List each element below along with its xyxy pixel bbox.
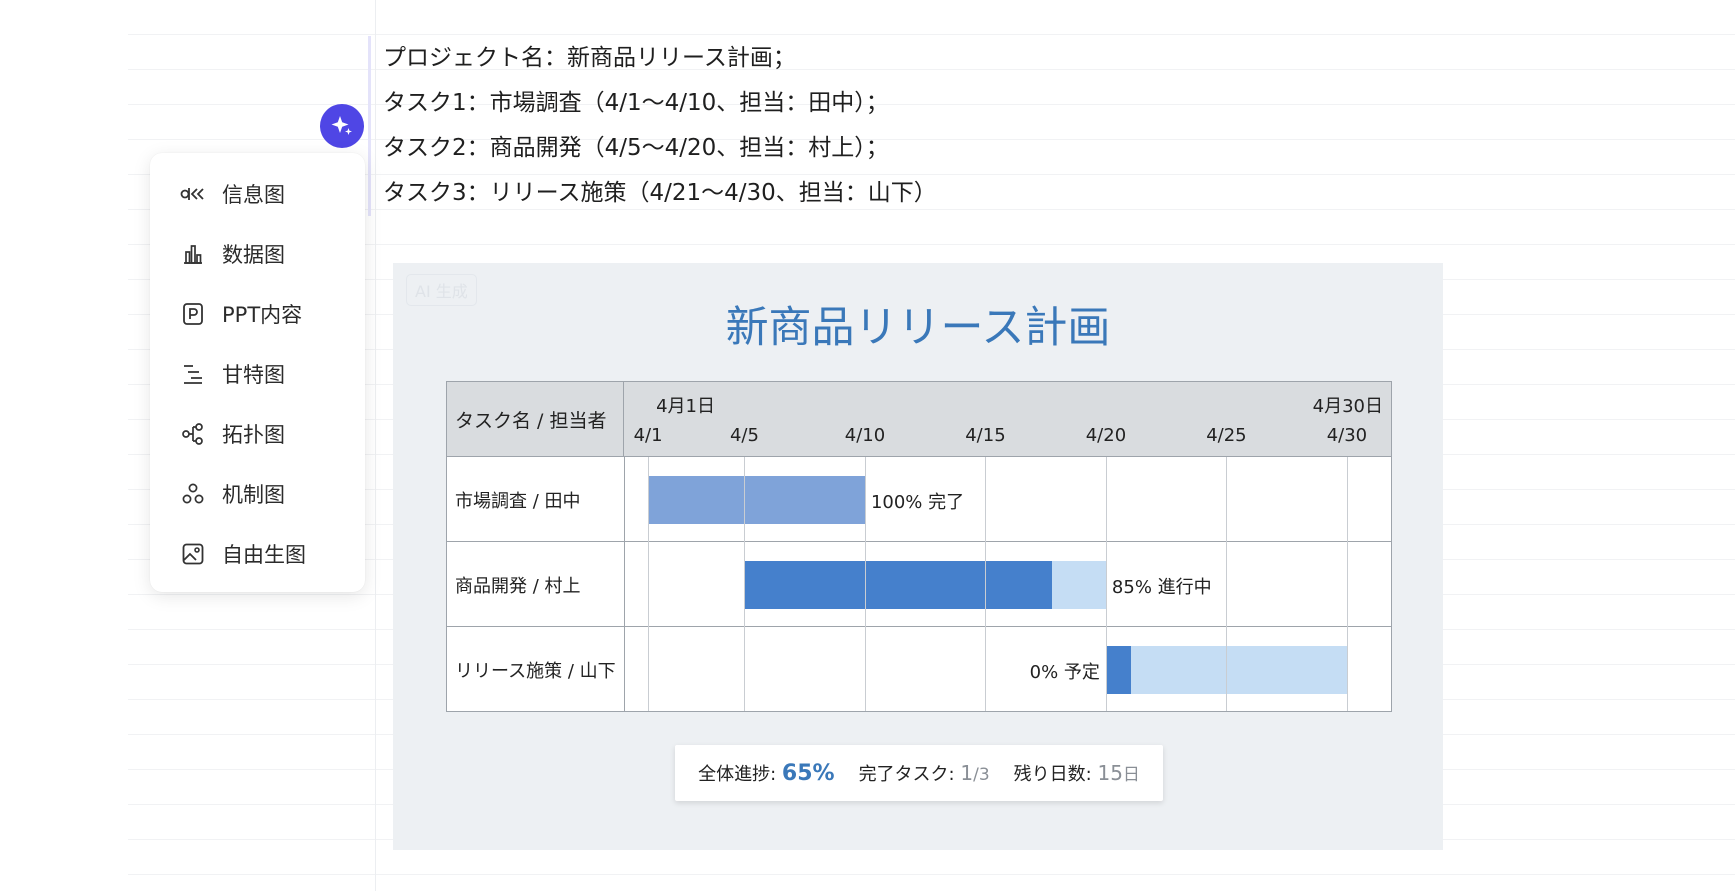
menu-item-free-image[interactable]: 自由生图 (150, 524, 365, 584)
generate-type-menu: 信息图 数据图 PPT内容 甘特图 拓扑图 机制图 自由生图 (150, 153, 365, 592)
x-tick-label: 4/15 (965, 425, 1006, 446)
menu-item-data-chart[interactable]: 数据图 (150, 224, 365, 284)
x-tick-label: 4/20 (1085, 425, 1127, 446)
text-line-task-1[interactable]: タスク1：市場調査（4/1〜4/10、担当：田中）； (383, 90, 889, 116)
menu-item-label: 甘特图 (222, 363, 285, 387)
image-icon (180, 541, 206, 567)
prompt-text-block[interactable]: プロジェクト名：新商品リリース計画； タスク1：市場調査（4/1〜4/10、担当… (368, 36, 1718, 216)
grid-line (648, 457, 650, 711)
grid-line (1105, 457, 1107, 711)
task-label: 市場調査 / 田中 (455, 491, 581, 512)
summary-remaining-value: 15 (1097, 761, 1123, 785)
summary-done-value: 1 (960, 761, 974, 785)
gantt-header-label: タスク名 / 担当者 (455, 410, 607, 432)
menu-item-label: 数据图 (222, 243, 285, 267)
summary-remaining: 残り日数: 15日 (1014, 760, 1140, 786)
summary-done: 完了タスク: 1/3 (859, 760, 990, 786)
task-status-label: 85% 進行中 (1111, 576, 1212, 598)
task-label: リリース施策 / 山下 (455, 661, 616, 682)
grid-line (744, 457, 746, 711)
summary-progress: 全体進捗: 65% (698, 760, 834, 786)
gantt-row: 商品開発 / 村上 85% 進行中 (447, 542, 1391, 627)
task-status-label: 0% 予定 (1029, 661, 1100, 683)
menu-item-topology[interactable]: 拓扑图 (150, 404, 365, 464)
menu-item-ppt[interactable]: PPT内容 (150, 284, 365, 344)
menu-item-infographic[interactable]: 信息图 (150, 164, 365, 224)
summary-done-label: 完了タスク: (858, 764, 955, 785)
menu-item-label: 拓扑图 (222, 423, 285, 447)
x-tick-label: 4/5 (729, 425, 759, 446)
progress-summary: 全体進捗: 65% 完了タスク: 1/3 残り日数: 15日 (675, 745, 1163, 801)
ppt-icon (180, 301, 206, 327)
summary-progress-value: 65% (781, 761, 835, 786)
name-column-divider (624, 457, 625, 711)
gantt-start-label: 4月1日 (656, 396, 715, 417)
text-line-task-3[interactable]: タスク3：リリース施策（4/21〜4/30、担当：山下） (383, 180, 937, 206)
chart-title: 新商品リリース計画 (725, 303, 1111, 353)
generated-gantt-image[interactable]: AI 生成 新商品リリース計画 タスク名 / 担当者 4月1日 4月30日 4/… (393, 263, 1443, 850)
menu-item-label: PPT内容 (222, 303, 303, 327)
grid-line (1346, 457, 1348, 711)
sparkle-icon (331, 116, 352, 135)
x-tick-label: 4/25 (1206, 425, 1247, 446)
x-tick-label: 4/1 (633, 425, 663, 446)
ai-generate-button[interactable] (320, 104, 364, 148)
menu-item-label: 信息图 (222, 183, 285, 207)
gantt-header-name-cell: タスク名 / 担当者 (447, 382, 624, 456)
task-status-label: 100% 完了 (870, 491, 965, 513)
topology-icon (180, 421, 206, 447)
summary-progress-label: 全体進捗: (698, 764, 777, 785)
gantt-row: リリース施策 / 山下 0% 予定 (447, 627, 1391, 712)
menu-item-label: 自由生图 (222, 543, 306, 567)
ai-generated-badge: AI 生成 (406, 274, 477, 306)
grid-line (864, 457, 866, 711)
gantt-end-label: 4月30日 (1312, 396, 1383, 417)
summary-remaining-unit: 日 (1122, 765, 1140, 785)
task-bar-planned (1105, 645, 1347, 694)
gantt-icon (180, 361, 206, 387)
margin-line (375, 0, 376, 891)
menu-item-mechanism[interactable]: 机制图 (150, 464, 365, 524)
menu-item-gantt[interactable]: 甘特图 (150, 344, 365, 404)
summary-done-total: /3 (973, 765, 990, 785)
infographic-icon (180, 181, 206, 207)
x-tick-label: 4/10 (844, 425, 886, 446)
mechanism-icon (180, 481, 206, 507)
gantt-row: 市場調査 / 田中 100% 完了 (447, 457, 1391, 542)
grid-line (1226, 457, 1228, 711)
task-bar-progress (1105, 645, 1131, 694)
task-bar-progress (744, 560, 1052, 609)
task-bar-done (648, 475, 865, 524)
text-line-task-2[interactable]: タスク2：商品開発（4/5〜4/20、担当：村上）； (383, 135, 889, 161)
grid-line (985, 457, 987, 711)
task-label: 商品開発 / 村上 (455, 576, 581, 597)
text-line-project[interactable]: プロジェクト名：新商品リリース計画； (383, 45, 796, 71)
menu-item-label: 机制图 (222, 483, 285, 507)
gantt-table: タスク名 / 担当者 4月1日 4月30日 4/1 4/5 4/10 4/15 4/20… (446, 381, 1392, 712)
summary-remaining-label: 残り日数: (1013, 764, 1092, 785)
x-tick-label: 4/30 (1326, 425, 1368, 446)
bar-chart-icon (180, 241, 206, 267)
gantt-header: タスク名 / 担当者 4月1日 4月30日 4/1 4/5 4/10 4/15 4/20… (447, 382, 1391, 457)
